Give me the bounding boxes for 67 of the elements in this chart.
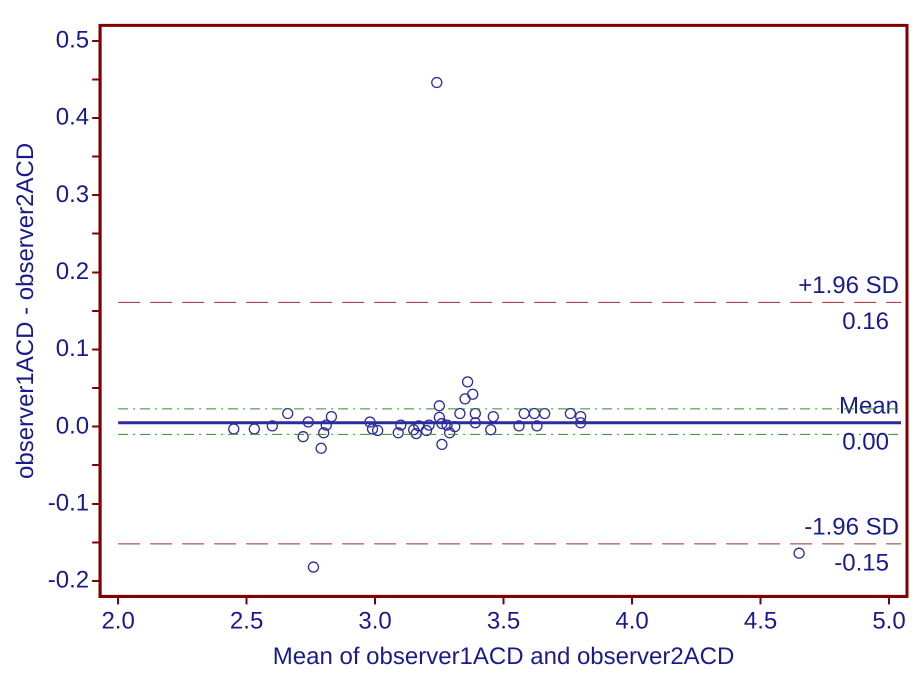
point xyxy=(420,424,432,436)
point xyxy=(302,416,314,428)
point xyxy=(470,417,481,428)
point xyxy=(528,408,540,420)
point xyxy=(248,423,260,435)
annotation: 0.16 xyxy=(842,308,889,336)
y-tick-label: 0.1 xyxy=(56,335,90,362)
point xyxy=(395,419,406,431)
point xyxy=(436,438,448,450)
point xyxy=(408,424,420,436)
point xyxy=(449,420,460,432)
point xyxy=(454,408,466,420)
x-tick-label: 2.0 xyxy=(101,607,135,634)
point xyxy=(423,419,435,431)
point xyxy=(318,427,330,438)
y-tick-label: 0.2 xyxy=(56,258,90,285)
annotation: 0.00 xyxy=(842,428,889,456)
y-tick-label: -0.1 xyxy=(48,489,90,516)
y-tick-label: 0.3 xyxy=(56,180,90,208)
point xyxy=(308,561,320,573)
point xyxy=(488,410,499,422)
point xyxy=(372,424,384,436)
point xyxy=(228,423,240,435)
point xyxy=(364,416,376,428)
point xyxy=(518,408,530,420)
point xyxy=(444,427,456,438)
point xyxy=(366,423,378,435)
point xyxy=(315,442,327,454)
point xyxy=(564,408,576,420)
y-axis-title: observer1ACD - observer2ACD xyxy=(12,142,40,479)
point xyxy=(320,419,332,431)
point xyxy=(575,410,586,422)
point xyxy=(434,400,445,412)
point xyxy=(459,393,471,405)
x-tick-label: 4.0 xyxy=(615,607,649,634)
x-tick-label: 2.5 xyxy=(230,607,264,634)
point xyxy=(539,408,550,420)
ref-line-label: Mean xyxy=(838,392,899,420)
y-tick-label: -0.2 xyxy=(48,566,90,594)
point xyxy=(326,410,338,422)
x-axis-title: Mean of observer1ACD and observer2ACD xyxy=(272,643,734,670)
ref-line-label: +1.96 SD xyxy=(798,272,899,300)
point xyxy=(485,424,496,436)
point xyxy=(470,408,481,420)
ref-line-label: -1.96 SD xyxy=(804,514,899,541)
y-tick-label: 0.5 xyxy=(56,26,90,54)
point xyxy=(282,408,294,420)
point xyxy=(266,420,278,432)
point xyxy=(392,427,404,438)
point xyxy=(467,388,478,400)
x-tick-label: 4.5 xyxy=(744,607,778,634)
y-tick-label: 0.0 xyxy=(56,412,90,440)
point xyxy=(410,428,422,440)
point xyxy=(462,376,474,388)
point xyxy=(436,418,448,430)
point xyxy=(298,431,309,442)
x-tick-label: 5.0 xyxy=(872,607,906,634)
point xyxy=(575,417,586,428)
y-tick-label: 0.4 xyxy=(56,104,90,131)
point xyxy=(531,420,543,432)
annotation: -0.15 xyxy=(834,550,889,577)
point xyxy=(431,76,442,88)
x-tick-label: 3.5 xyxy=(486,607,520,634)
point xyxy=(793,548,805,559)
point xyxy=(441,419,453,431)
point xyxy=(513,420,525,432)
x-tick-label: 3.0 xyxy=(358,607,392,634)
